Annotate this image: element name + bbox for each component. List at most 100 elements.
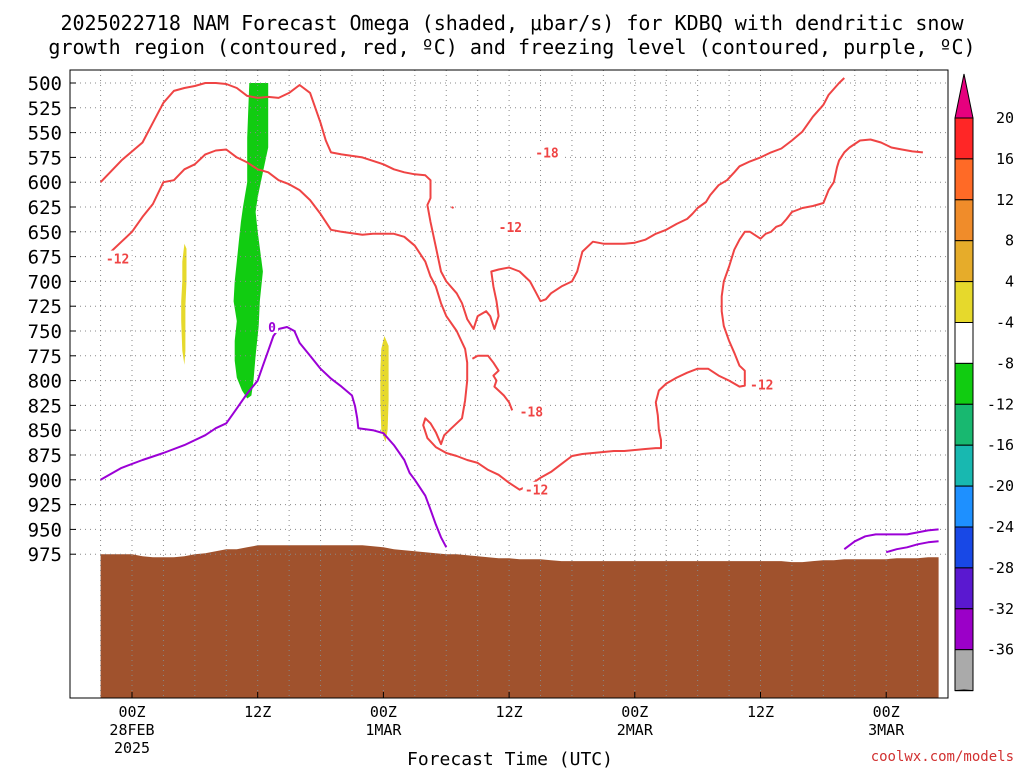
colorbar-swatch [954,240,974,283]
terrain-fill [100,545,939,698]
y-tick-label: 775 [28,346,62,368]
colorbar-label: 8 [1005,232,1014,250]
colorbar-bottom-arrow [954,689,974,692]
dgz-contour-0 [99,77,845,330]
omega-region-0 [233,83,269,399]
y-tick-label: 600 [28,172,62,194]
colorbar-swatch [954,608,974,651]
colorbar: 20 16 12 8 4 -4 -8 -12 -16 -20 -24 -28 -32 -36 [954,73,1014,692]
y-tick-label: 750 [28,321,62,343]
y-tick-label: 925 [28,495,62,517]
freezing-contour-2 [885,540,939,554]
chart-title-line-2: growth region (contoured, red, ºC) and f… [48,35,975,59]
contour-label-bg [522,481,551,496]
x-tick-label: 12Z [747,703,774,721]
x-tick-year-label: 2025 [114,739,150,757]
contour-label-text: -12 [525,484,548,499]
contour-label-text: -18 [535,146,559,161]
contour-label-1: -12 [496,218,525,236]
contour-label-text: -12 [499,221,522,236]
contour-label-bg [748,376,777,391]
y-tick-label: 900 [28,470,62,492]
colorbar-label: -4 [996,314,1014,332]
credit-text: coolwx.com/models [871,749,1014,765]
freezing-contour-1 [843,528,939,550]
colorbar-swatch [954,199,974,242]
x-tick-date-label: 3MAR [868,721,905,739]
colorbar-swatch [954,403,974,446]
y-tick-label: 625 [28,197,62,219]
freezing-contour-0 [100,326,448,548]
x-tick-label: 00Z [873,703,900,721]
dgz-contour-1 [104,138,923,491]
x-tick-date-label: 28FEB [109,721,154,739]
colorbar-swatch [954,117,974,160]
contour-label-text: -12 [750,379,773,394]
colorbar-swatch [954,485,974,528]
contour-label-bg [533,144,562,159]
colorbar-label: -36 [987,641,1014,659]
plot-area: -18 -12 -12 -12 -18 -12 0 [69,69,949,699]
colorbar-top-arrow [954,73,974,119]
contour-label-2: -12 [103,250,132,268]
y-tick-label: 575 [28,147,62,169]
x-tick-label: 12Z [244,703,271,721]
chart-title-line-1: 2025022718 NAM Forecast Omega (shaded, μ… [60,11,964,35]
y-tick-label: 675 [28,247,62,269]
contour-label-bg [103,250,132,265]
y-axis-ticks: 5005255505756006256506757007257507758008… [28,73,76,566]
colorbar-label: 16 [996,150,1014,168]
y-tick-label: 550 [28,123,62,145]
y-tick-label: 650 [28,222,62,244]
contour-label-text: -12 [106,253,129,268]
contour-label-text: -18 [520,405,544,420]
y-tick-label: 700 [28,271,62,293]
y-tick-label: 525 [28,98,62,120]
contour-label-0: -18 [533,144,562,161]
colorbar-label: -24 [987,518,1014,536]
contour-label-6: 0 [266,319,279,336]
colorbar-swatch [954,649,974,692]
colorbar-label: 12 [996,191,1014,209]
contour-label-5: -12 [522,481,551,499]
colorbar-label: 4 [1005,273,1014,291]
y-tick-label: 875 [28,445,62,467]
colorbar-swatch [954,158,974,201]
x-tick-label: 00Z [621,703,648,721]
contour-label-3: -12 [748,376,777,394]
plot-inner: -18 -12 -12 -12 -18 -12 0 [70,70,948,698]
y-tick-label: 725 [28,296,62,318]
colorbar-label: -32 [987,600,1014,618]
colorbar-swatch [954,567,974,610]
y-tick-label: 850 [28,420,62,442]
colorbar-swatch [954,362,974,405]
y-tick-label: 950 [28,519,62,541]
x-axis-label: Forecast Time (UTC) [407,749,613,768]
y-tick-label: 800 [28,371,62,393]
colorbar-swatch [954,526,974,569]
colorbar-label: -8 [996,354,1014,372]
x-tick-date-label: 1MAR [365,721,402,739]
contour-label-4: -18 [517,403,546,420]
colorbar-label: -12 [987,395,1014,413]
colorbar-swatch [954,322,974,364]
colorbar-swatch [954,281,974,324]
contour-label-bg [496,218,525,233]
x-tick-label: 00Z [118,703,145,721]
x-tick-date-label: 2MAR [617,721,654,739]
colorbar-label: 20 [996,109,1014,127]
y-tick-label: 825 [28,395,62,417]
colorbar-label: -20 [987,477,1014,495]
contour-label-bg [266,319,279,334]
x-tick-label: 00Z [370,703,397,721]
contour-label-bg [517,403,546,418]
contour-label-text: 0 [268,321,276,336]
omega-region-2 [380,336,389,443]
omega-region-1 [181,243,187,365]
y-tick-label: 500 [28,73,62,95]
colorbar-swatch [954,444,974,487]
dgz-contour-3 [451,206,455,209]
